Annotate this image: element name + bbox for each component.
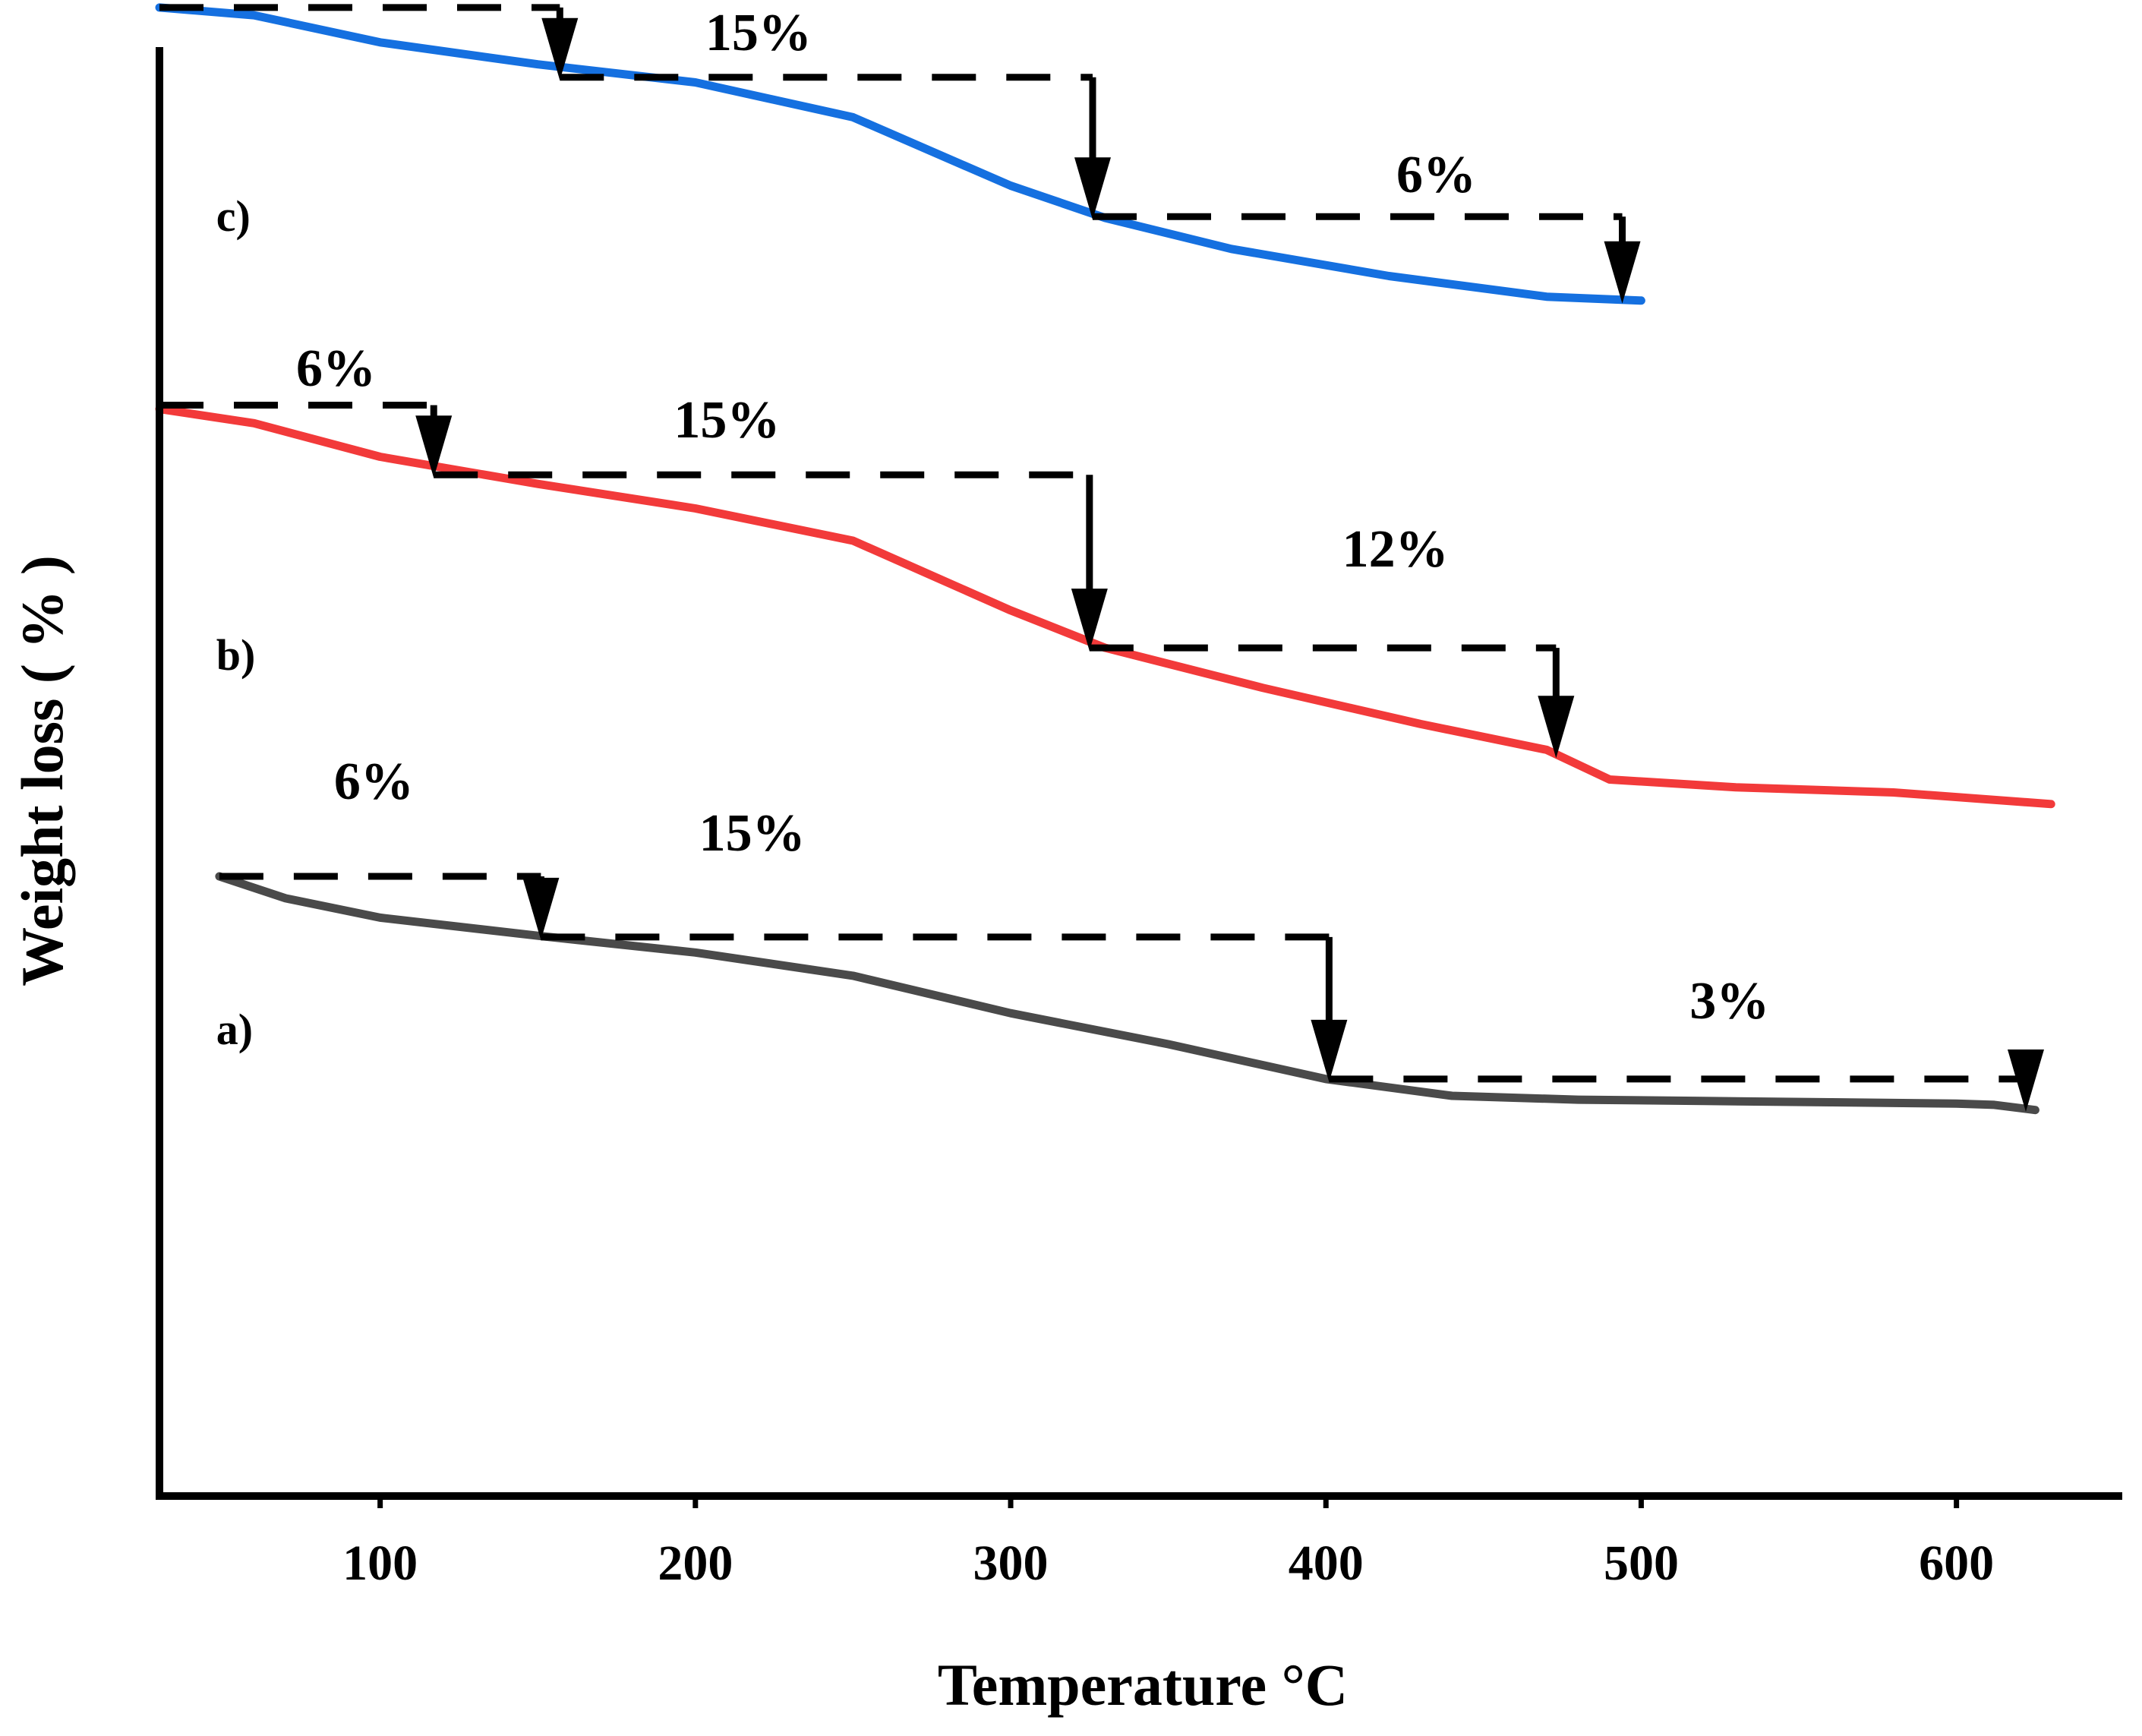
series-c-curve <box>155 3 1645 305</box>
series-a-step-2-label: 15% <box>699 804 806 863</box>
x-tick-label-600: 600 <box>1919 1536 1994 1591</box>
series-b-step-1-label: 6% <box>296 339 376 398</box>
x-tick-label-300: 300 <box>973 1536 1049 1591</box>
series-b-step-3-arrow-head <box>1538 696 1575 759</box>
x-axis-title: Temperature °C <box>938 1652 1348 1718</box>
series-a-step-3-label: 3% <box>1689 972 1769 1031</box>
series-b-step-1-arrow-head <box>415 415 453 478</box>
x-tick-label-500: 500 <box>1604 1536 1679 1591</box>
series-b-step-3-label: 12% <box>1342 520 1449 579</box>
series-b-step-2-arrow-head <box>1071 589 1108 652</box>
series-c-step-1-arrow-head <box>541 17 579 80</box>
series-b-curve <box>155 405 2055 809</box>
series-a-step-1-arrow-head <box>522 877 560 940</box>
series-c-step-2-arrow-head <box>1074 157 1111 220</box>
x-tick-label-400: 400 <box>1289 1536 1364 1591</box>
plot-area: 6%15%3%a)6%15%12%b)6%15%6%c) <box>155 3 2055 1115</box>
series-a-step-1-label: 6% <box>334 753 414 811</box>
x-tick-label-200: 200 <box>658 1536 733 1591</box>
series-a-step-3-arrow-head <box>2007 1049 2044 1112</box>
series-c-step-2-label: 15% <box>705 4 812 62</box>
series-c-step-3-label: 6% <box>1396 146 1476 204</box>
x-ticks: 100 200 300 400 500 600 <box>342 1496 1994 1591</box>
series-a-step-2-arrow-head <box>1311 1019 1348 1082</box>
series-c-label: c) <box>216 191 251 241</box>
series-c-step-3-arrow-head <box>1604 241 1641 304</box>
y-axis-title: Weight loss ( % ) <box>9 555 75 986</box>
series-b-step-2-label: 15% <box>674 391 780 450</box>
series-a-label: a) <box>216 1005 253 1054</box>
x-tick-label-100: 100 <box>342 1536 418 1591</box>
series-b-label: b) <box>216 630 256 680</box>
series-a-curve <box>215 872 2039 1115</box>
